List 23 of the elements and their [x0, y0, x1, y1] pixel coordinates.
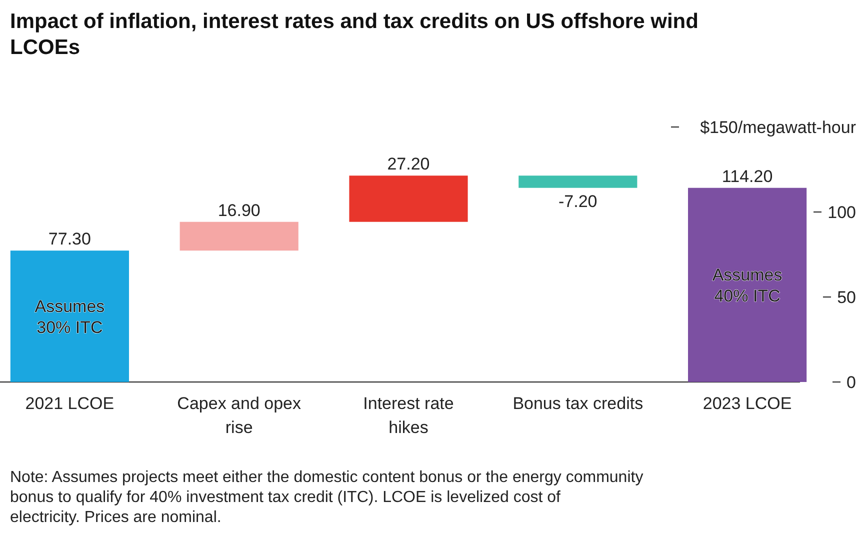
data-label: 114.20: [722, 166, 773, 186]
x-tick-label: Interest rate hikes: [363, 394, 454, 437]
chart-title: Impact of inflation, interest rates and tax credits on US offshore wind LCOEs: [10, 10, 698, 59]
x-tick-label: Bonus tax credits: [512, 394, 644, 413]
bar: [10, 250, 129, 382]
annotation: Assumes 40% ITC: [712, 265, 782, 306]
bar: [349, 176, 468, 222]
x-tick-label: Capex and opex rise: [177, 394, 302, 437]
x-tick-label: 2021 LCOE: [25, 394, 114, 413]
y-tick-label: 0: [846, 372, 856, 392]
bar: [688, 188, 807, 382]
annotation: Assumes 30% ITC: [34, 296, 105, 337]
y-tick-label: $150/megawatt-hour: [700, 118, 856, 137]
bar: [518, 176, 638, 188]
data-label: 16.90: [218, 200, 260, 220]
x-tick-label: 2023 LCOE: [702, 394, 792, 413]
data-label: -7.20: [558, 192, 598, 211]
bar: [180, 222, 298, 251]
data-label: 77.30: [48, 230, 91, 249]
y-tick-label: 50: [837, 288, 856, 307]
data-label: 27.20: [387, 154, 430, 174]
y-tick-label: 100: [828, 202, 856, 222]
text: Note: Assumes projects meet either the domestic content bonus or the energy community bonus to qualify for 40% investment tax credit (ITC). LCOE is levelized cost of electricity. Prices are nominal.: [10, 469, 644, 526]
